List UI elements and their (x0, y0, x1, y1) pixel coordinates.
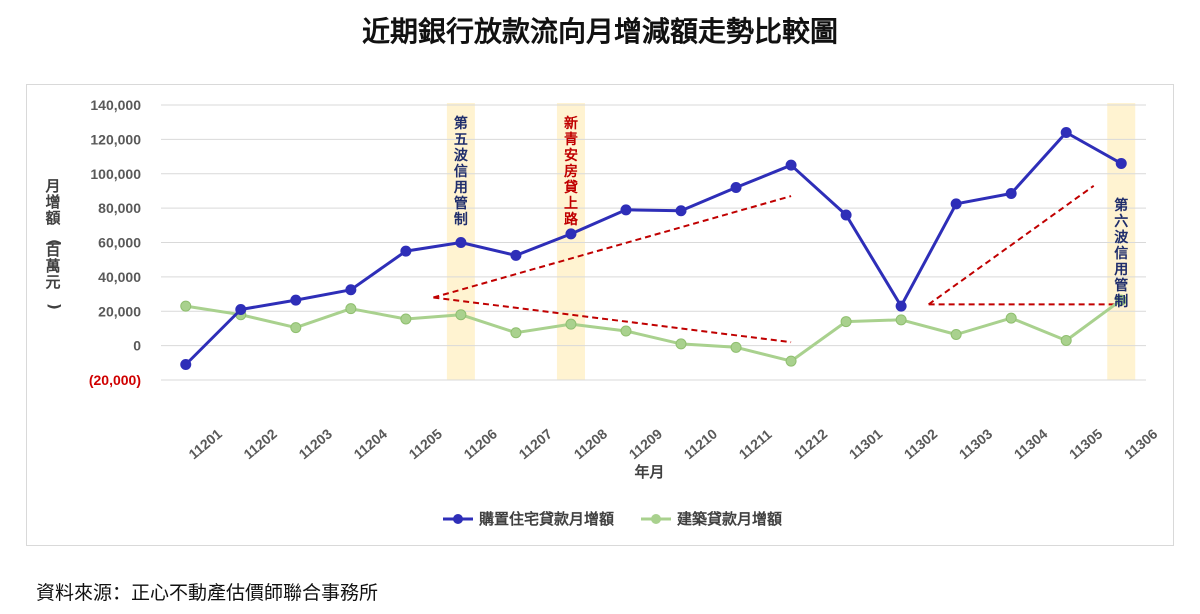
series-layer (180, 127, 1127, 371)
highlight-bands (446, 103, 1136, 380)
data-point (510, 249, 522, 261)
y-axis-title: 月增額(百萬元) (44, 177, 63, 310)
legend-marker (651, 514, 661, 524)
legend-label: 購置住宅貸款月增額 (478, 510, 614, 528)
x-tick-label: 11304 (1011, 425, 1051, 462)
x-tick-label: 11206 (461, 425, 501, 462)
data-point (895, 300, 907, 312)
data-point (455, 237, 467, 248)
data-point (290, 294, 302, 306)
y-tick-label: 0 (133, 338, 141, 354)
highlight-band-11208 (556, 103, 585, 380)
x-axis-title: 年月 (634, 463, 664, 481)
line-chart: 140,000 120,000 100,000 80,000 60,000 40,000 2… (44, 97, 1160, 528)
x-tick-label: 11209 (626, 425, 666, 462)
legend: 購置住宅貸款月增額 建築貸款月增額 (443, 510, 782, 528)
chart-frame: 140,000 120,000 100,000 80,000 60,000 40,000 2… (26, 84, 1174, 546)
x-tick-label: 11211 (736, 426, 775, 462)
y-tick-label: 100,000 (90, 166, 141, 182)
x-tick-label: 11207 (516, 425, 556, 462)
data-point (840, 316, 852, 328)
data-point (675, 338, 687, 350)
source-note: 資料來源：正心不動產估價師聯合事務所 (36, 582, 379, 604)
data-point (1060, 334, 1072, 346)
y-tick-label: 20,000 (98, 303, 141, 319)
x-tick-label: 11204 (350, 425, 390, 462)
y-tick-label: 120,000 (90, 131, 141, 147)
data-point (785, 355, 797, 367)
legend-marker (453, 514, 463, 524)
data-point (620, 204, 632, 216)
data-point (400, 245, 412, 257)
data-point (730, 341, 742, 353)
y-tick-label: 80,000 (98, 200, 141, 216)
data-point (565, 318, 577, 330)
data-point (400, 313, 412, 325)
legend-label: 建築貸款月增額 (677, 510, 782, 528)
data-point (1115, 157, 1127, 169)
data-point (345, 284, 357, 296)
x-tick-label: 11205 (406, 425, 446, 462)
x-tick-label: 11303 (956, 425, 996, 462)
data-point (730, 182, 742, 193)
y-axis-ticks: 140,000 120,000 100,000 80,000 60,000 40,000 2… (89, 97, 141, 388)
data-point (235, 304, 247, 316)
series-line-0 (184, 131, 1122, 366)
band-annotation: 第六波信用管制 (1114, 197, 1129, 310)
trend-line (433, 195, 792, 299)
data-point (180, 359, 192, 371)
x-tick-label: 11210 (681, 425, 721, 462)
x-tick-label: 11302 (901, 425, 941, 462)
x-tick-label: 11301 (846, 425, 886, 462)
trend-line (433, 296, 792, 344)
data-point (290, 322, 302, 334)
data-point (1005, 188, 1017, 200)
x-tick-label: 11202 (240, 425, 280, 462)
x-tick-label: 11208 (571, 425, 611, 462)
gridlines (161, 104, 1146, 381)
data-point (1005, 312, 1017, 324)
data-point (950, 198, 962, 210)
data-point (895, 314, 907, 326)
data-point (950, 328, 962, 340)
y-tick-label: 40,000 (98, 269, 141, 285)
x-axis-ticks: 11201 11202 11203 11204 11205 11206 11207 11208… (185, 425, 1160, 462)
y-tick-label: 60,000 (98, 235, 141, 251)
chart-title: 近期銀行放款流向月增減額走勢比較圖 (361, 15, 838, 48)
data-point (1115, 294, 1127, 306)
data-point (180, 300, 192, 312)
band-annotation: 新青安房貸上路 (563, 115, 579, 228)
x-tick-label: 11305 (1066, 425, 1106, 462)
data-point (840, 209, 852, 221)
data-point (620, 325, 632, 337)
y-tick-label: (20,000) (89, 372, 141, 388)
data-point (675, 205, 687, 217)
data-point (345, 303, 357, 315)
trend-line (928, 184, 1095, 306)
data-point (565, 228, 577, 240)
highlight-band-11306 (1107, 103, 1136, 380)
x-tick-label: 11203 (295, 425, 335, 462)
x-tick-label: 11212 (791, 425, 831, 462)
x-tick-label: 11306 (1121, 425, 1161, 462)
series-line-1 (185, 298, 1123, 363)
data-point (785, 159, 797, 171)
data-point (455, 309, 467, 321)
band-annotation: 第五波信用管制 (454, 115, 469, 228)
data-point (510, 327, 522, 339)
y-tick-label: 140,000 (90, 97, 141, 113)
trend-lines (433, 184, 1122, 344)
data-point (1060, 127, 1072, 138)
x-tick-label: 11201 (185, 425, 225, 462)
